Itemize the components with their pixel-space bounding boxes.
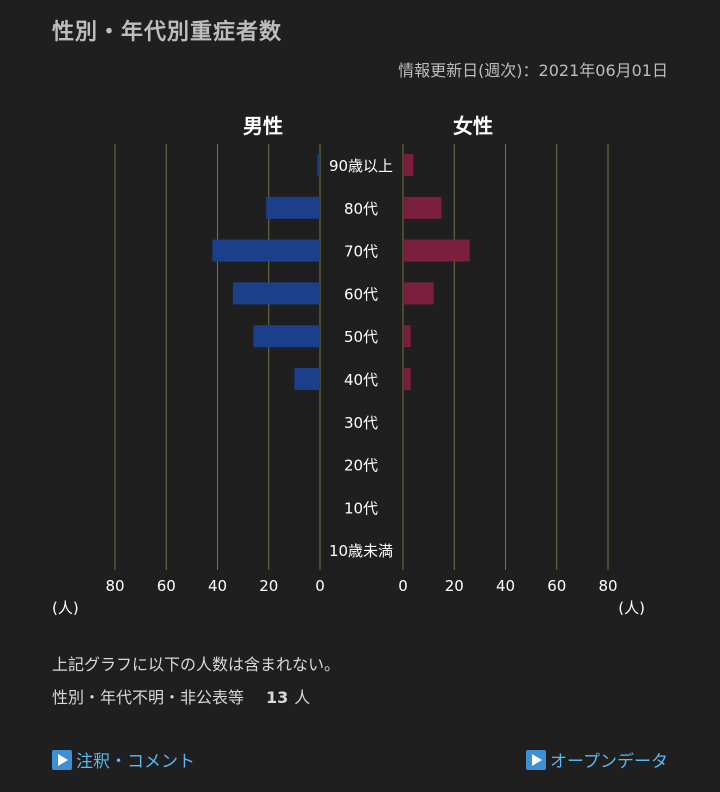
page-title: 性別・年代別重症者数 [52,20,283,45]
tick-label-right: 80 [598,577,617,595]
bar-female [403,239,470,262]
category-label: 60代 [344,285,378,303]
chart-svg: 男性 女性 90歳以上 80代 70代 60代 50代 40代 30代 20代 10代 10歳未満 80… [52,114,645,617]
note-unknown-count: 13 [266,688,289,707]
tick-label-left: 40 [208,577,227,595]
bar-male [212,239,320,262]
population-pyramid-chart: 男性 女性 90歳以上 80代 70代 60代 50代 40代 30代 20代 10代 10歳未満 80… [0,100,720,630]
tick-label-right: 60 [547,577,566,595]
bar-male [294,368,320,390]
category-label: 70代 [344,243,378,261]
series-label-male: 男性 [243,114,283,138]
category-label: 40代 [344,371,378,389]
tick-label-left: 80 [105,577,124,595]
note-unknown: 性別・年代不明・非公表等 13 人 [52,684,310,708]
category-label: 30代 [344,414,378,432]
category-label: 10代 [344,499,378,517]
category-label: 20代 [344,457,378,475]
bar-female [403,325,411,348]
bar-male [317,154,320,176]
tick-label-right: 40 [496,577,515,595]
bar-male [232,282,320,305]
unit-label-right: (人) [618,599,645,617]
bar-female [403,368,411,390]
unit-label-left: (人) [52,599,79,617]
tick-label-left: 0 [315,577,325,595]
notes-comments-label: 注釈・コメント [76,752,195,772]
open-data-link[interactable]: オープンデータ [526,747,668,772]
note-unknown-unit: 人 [294,688,311,707]
bar-female [403,154,414,176]
open-data-label: オープンデータ [550,752,668,772]
series-label-female: 女性 [453,114,493,138]
category-label: 90歳以上 [329,157,393,175]
notes-comments-link[interactable]: 注釈・コメント [52,747,195,772]
play-icon [52,749,72,770]
update-date: 情報更新日(週次)：2021年06月01日 [398,61,668,80]
bar-male [266,196,320,219]
category-label: 80代 [344,200,378,218]
tick-label-left: 20 [259,577,278,595]
play-icon [526,749,547,770]
category-label: 50代 [344,328,378,346]
tick-label-right: 0 [398,577,408,595]
note-exclusion: 上記グラフに以下の人数は含まれない。 [52,655,341,674]
bar-male [253,325,320,348]
tick-label-left: 60 [157,577,176,595]
bar-female [403,196,442,219]
bar-female [403,282,434,305]
tick-label-right: 20 [445,577,464,595]
note-unknown-label: 性別・年代不明・非公表等 [52,688,245,707]
category-label: 10歳未満 [329,542,393,560]
